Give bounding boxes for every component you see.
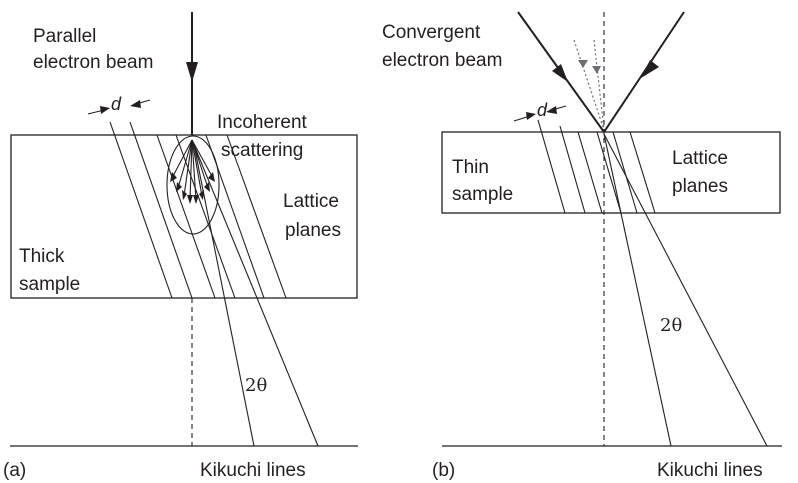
scatter-label-1: Incoherent — [217, 112, 308, 133]
dotted-ray-1-arrowhead — [578, 60, 588, 68]
convergent-beam-right-arrowhead — [641, 60, 659, 78]
angle-label-a: 2θ — [245, 375, 267, 396]
planes-label-b-1: Lattice — [672, 148, 728, 169]
scattering-ellipse — [166, 135, 220, 235]
screen-label-a: Kikuchi lines — [200, 460, 306, 481]
parallel-beam-arrowhead — [186, 62, 198, 82]
kikuchi-ray-a-2 — [193, 144, 319, 447]
sample-label-a-1: Thick — [19, 246, 65, 267]
planes-label-a-2: planes — [285, 220, 341, 241]
spacing-indicator-b — [513, 105, 567, 122]
sample-label-b-1: Thin — [452, 157, 489, 178]
sample-label-a-2: sample — [19, 274, 80, 295]
spacing-indicator-a — [87, 99, 151, 115]
scatter-label-2: scattering — [221, 140, 303, 161]
lattice-planes-b — [537, 119, 656, 214]
planes-label-b-2: planes — [672, 176, 728, 197]
angle-label-b: 2θ — [660, 315, 682, 336]
beam-label-b-2: electron beam — [382, 50, 502, 71]
sample-label-b-2: sample — [452, 184, 513, 205]
kikuchi-ray-b-1 — [603, 133, 672, 447]
beam-label-b-1: Convergent — [382, 22, 481, 43]
thin-sample-rect — [441, 131, 781, 214]
scattering-arrows — [170, 139, 215, 204]
spacing-label-b: d — [537, 100, 548, 120]
convergent-beam-left-arrowhead — [552, 64, 568, 82]
planes-label-a-1: Lattice — [283, 191, 339, 212]
spacing-label-a: d — [111, 94, 122, 114]
kikuchi-ray-a-1 — [193, 144, 255, 447]
panel-b: d Convergent electron beam Thin sample L… — [382, 11, 782, 481]
screen-label-b: Kikuchi lines — [657, 460, 763, 481]
panel-a: d Parallel elec — [3, 12, 358, 481]
thick-sample-rect — [10, 134, 358, 299]
dotted-ray-2-arrowhead — [592, 66, 601, 74]
panel-tag-a: (a) — [3, 460, 26, 481]
dotted-ray-2 — [593, 39, 605, 131]
beam-label-a-2: electron beam — [33, 52, 153, 73]
beam-label-a-1: Parallel — [33, 26, 96, 47]
kikuchi-ray-b-2 — [603, 133, 768, 447]
panel-tag-b: (b) — [432, 460, 455, 481]
